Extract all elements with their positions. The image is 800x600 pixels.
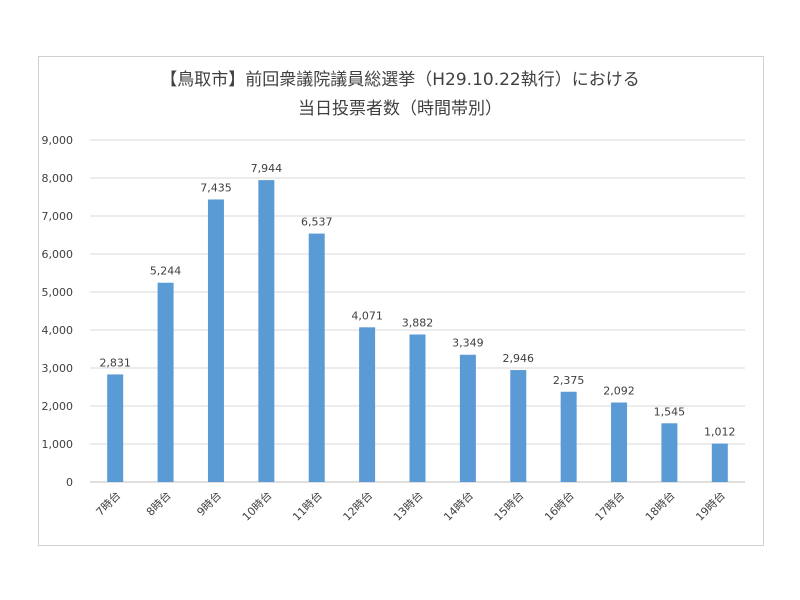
x-tick-label: 16時台 [541, 488, 576, 523]
bar [560, 391, 577, 482]
data-label: 7,944 [251, 162, 283, 175]
y-tick-label: 9,000 [42, 134, 74, 147]
x-tick-label: 7時台 [93, 488, 123, 518]
bar [459, 354, 476, 482]
bar [611, 402, 628, 482]
chart-title-line-2: 当日投票者数（時間帯別） [298, 99, 502, 119]
bar [207, 199, 224, 482]
x-tick-label: 8時台 [143, 488, 173, 518]
data-label: 2,946 [503, 352, 535, 365]
bar [107, 374, 124, 482]
y-tick-label: 4,000 [42, 324, 74, 337]
bars [107, 180, 728, 483]
y-tick-label: 6,000 [42, 248, 74, 261]
bar [711, 443, 728, 482]
x-tick-label: 19時台 [693, 488, 728, 523]
bar [661, 423, 678, 482]
data-label: 1,012 [704, 426, 736, 439]
bar [359, 327, 376, 482]
data-label: 3,882 [402, 316, 434, 329]
y-tick-label: 2,000 [42, 400, 74, 413]
y-tick-label: 8,000 [42, 172, 74, 185]
x-tick-label: 10時台 [239, 488, 274, 523]
y-tick-label: 0 [66, 476, 73, 489]
x-tick-label: 11時台 [289, 488, 324, 523]
data-label: 1,545 [654, 405, 686, 418]
data-label: 6,537 [301, 216, 333, 229]
x-tick-label: 9時台 [194, 488, 224, 518]
x-tick-label: 12時台 [340, 488, 375, 523]
y-tick-label: 5,000 [42, 286, 74, 299]
data-labels: 2,831 5,244 7,435 7,944 6,537 4,071 3,882 3,349… [99, 162, 735, 438]
data-label: 2,375 [553, 374, 585, 387]
x-axis-categories: 7時台 8時台 9時台 10時台 11時台 12時台 13時台 14時台 15時台 16時台 17時… [93, 488, 728, 523]
x-tick-label: 17時台 [592, 488, 627, 523]
y-tick-label: 3,000 [42, 362, 74, 375]
y-tick-label: 1,000 [42, 438, 74, 451]
bar [308, 233, 325, 482]
bar [258, 180, 275, 483]
bar [157, 282, 174, 482]
data-label: 4,071 [351, 309, 383, 322]
x-tick-label: 15時台 [491, 488, 526, 523]
x-tick-label: 13時台 [390, 488, 425, 523]
y-tick-label: 7,000 [42, 210, 74, 223]
data-label: 5,244 [150, 265, 182, 278]
bar [409, 334, 426, 482]
data-label: 2,831 [99, 356, 131, 369]
data-label: 3,349 [452, 337, 484, 350]
data-label: 2,092 [603, 385, 635, 398]
x-tick-label: 14時台 [441, 488, 476, 523]
bar [510, 370, 527, 482]
y-axis-ticks: 0 1,000 2,000 3,000 4,000 5,000 6,000 7,000 8,00… [42, 134, 74, 489]
x-tick-label: 18時台 [642, 488, 677, 523]
data-label: 7,435 [200, 181, 232, 194]
chart-title-line-1: 【鳥取市】前回衆議院議員総選挙（H29.10.22執行）における [160, 70, 640, 90]
gridlines [90, 139, 745, 483]
